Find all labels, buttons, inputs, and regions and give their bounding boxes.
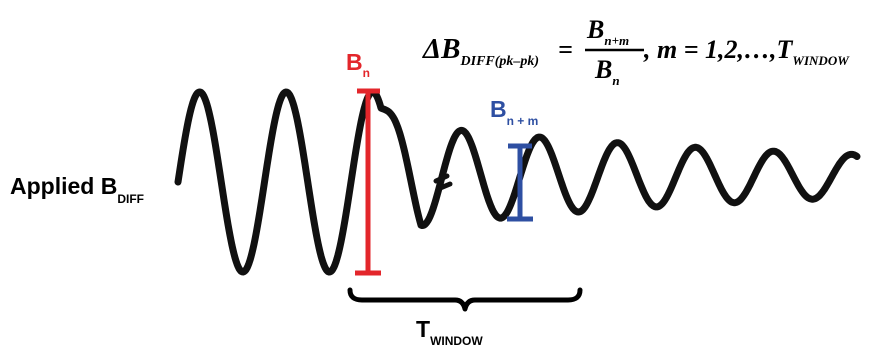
bn-label: Bn (346, 49, 370, 80)
bnm-marker (507, 143, 533, 222)
equation-tail: , m = 1,2,…,TWINDOW (643, 35, 850, 68)
twindow-label: TWINDOW (416, 316, 483, 348)
break-marks (433, 173, 453, 192)
equation-equals: = (558, 35, 573, 64)
break-mark-1 (433, 173, 450, 184)
equation-denominator: Bn (594, 55, 620, 88)
applied-bdiff-label: Applied BDIFF (10, 173, 144, 206)
equation-numerator: Bn+m (586, 15, 629, 48)
bnm-label: Bn + m (490, 96, 538, 128)
break-mark-2 (435, 181, 453, 192)
bn-marker (355, 88, 381, 276)
equation: ΔBDIFF(pk–pk) = Bn+m Bn , m = 1,2,…,TWIN… (422, 15, 850, 88)
equation-lhs: ΔBDIFF(pk–pk) (422, 33, 539, 69)
twindow-brace (347, 287, 583, 312)
